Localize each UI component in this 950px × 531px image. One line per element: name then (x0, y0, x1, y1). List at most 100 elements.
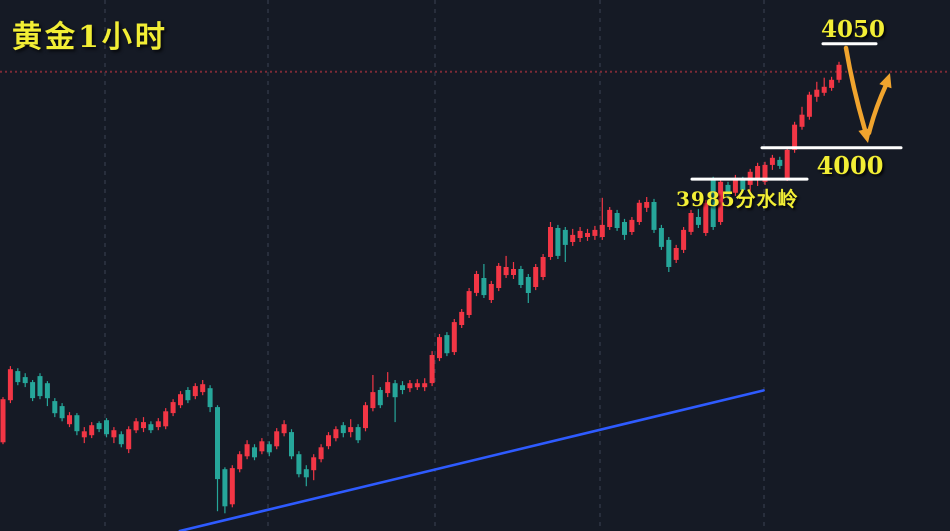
candle (303, 465, 309, 487)
candle (570, 228, 576, 246)
candle (104, 418, 109, 438)
chart-title: 黄金1小时 (12, 20, 168, 55)
candle (318, 444, 324, 463)
candle (237, 451, 243, 473)
candle (673, 244, 679, 263)
candle (614, 209, 620, 231)
trendline (178, 389, 765, 531)
candle (215, 405, 220, 512)
candle (451, 319, 457, 355)
candle (133, 418, 139, 434)
candle (311, 454, 317, 481)
candle (836, 61, 842, 83)
candle (141, 417, 146, 433)
candle (629, 217, 635, 235)
candle (148, 421, 154, 434)
candle (363, 402, 368, 432)
candle (784, 146, 790, 181)
candle (636, 199, 642, 225)
candle (207, 385, 213, 413)
candle (340, 422, 346, 438)
candle (681, 227, 687, 253)
candle (355, 424, 361, 444)
candle (429, 351, 435, 387)
candle (755, 162, 761, 186)
candle (548, 222, 553, 260)
candle (89, 422, 95, 439)
candle (229, 465, 235, 508)
candle (422, 378, 428, 392)
candle (185, 387, 191, 404)
candle (296, 451, 302, 478)
candle (155, 418, 161, 431)
candle (52, 398, 58, 418)
candle (474, 270, 479, 297)
candles (0, 61, 842, 514)
watershed-3985-label: 3985分水岭 (676, 187, 799, 211)
candle (525, 274, 531, 303)
candle (370, 375, 376, 412)
candle (592, 225, 598, 240)
candle (607, 207, 613, 230)
candle (118, 431, 124, 448)
candle (814, 81, 820, 102)
candle (400, 381, 405, 395)
candle (15, 368, 21, 386)
candle (540, 254, 546, 281)
candle (644, 197, 650, 212)
candle (289, 429, 294, 460)
candle (407, 380, 413, 393)
candle (414, 379, 420, 390)
candle (496, 263, 502, 292)
candle (385, 372, 391, 398)
candle (821, 77, 827, 96)
candle (178, 391, 183, 409)
level-lines (690, 42, 903, 181)
candle (126, 426, 132, 454)
candle (111, 427, 117, 444)
candle (599, 197, 605, 240)
candle (703, 199, 709, 236)
candle (577, 227, 583, 242)
candle (59, 403, 65, 422)
candle (377, 387, 383, 409)
candle (200, 380, 206, 396)
candle (718, 178, 724, 225)
candle (333, 426, 339, 442)
candle (466, 288, 472, 318)
candle (829, 76, 835, 91)
candle (96, 421, 102, 433)
candle (622, 218, 627, 240)
candle (252, 444, 257, 461)
candle (769, 154, 775, 170)
candle (710, 176, 716, 230)
candle (533, 264, 539, 291)
candle (444, 332, 450, 357)
candle (481, 264, 487, 298)
resistance-4050-label: 4050 (821, 16, 886, 43)
candle (392, 380, 398, 423)
candle (244, 440, 250, 460)
candle (806, 91, 812, 120)
candle (281, 420, 287, 437)
candle (585, 228, 590, 241)
candle (163, 408, 169, 430)
candle (688, 209, 694, 235)
candle (22, 373, 28, 388)
candle (7, 366, 13, 404)
candle (37, 373, 43, 400)
candle (192, 383, 198, 400)
candle (503, 255, 509, 278)
candle (695, 208, 701, 228)
candle (222, 467, 228, 514)
candle (259, 438, 265, 455)
candle (725, 181, 731, 199)
candle (511, 262, 516, 279)
candle (762, 161, 768, 185)
candle (777, 156, 783, 169)
candle (266, 441, 272, 457)
candle (437, 334, 442, 362)
candle (30, 380, 36, 402)
